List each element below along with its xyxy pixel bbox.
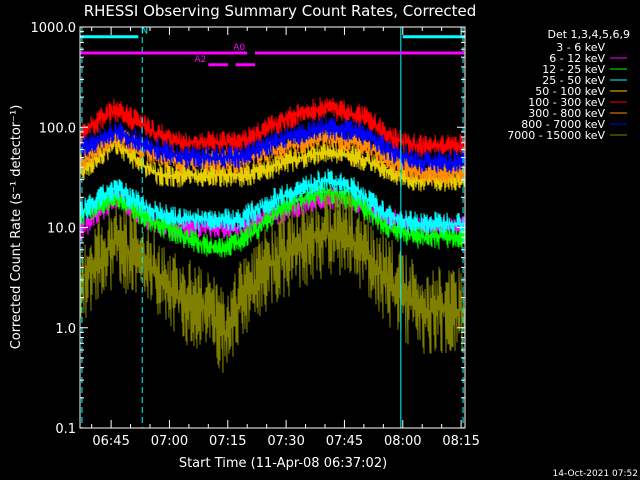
- annotation-label: N: [141, 27, 148, 37]
- chart-title: RHESSI Observing Summary Count Rates, Co…: [84, 2, 477, 20]
- legend-label: 7000 - 15000 keV: [507, 129, 605, 142]
- annotation-label: A2: [194, 55, 206, 65]
- y-tick-label: 1.0: [55, 322, 76, 337]
- x-tick-label: 08:00: [384, 434, 421, 449]
- x-tick-label: 07:15: [209, 434, 246, 449]
- annotation-label: A0: [233, 43, 245, 53]
- legend-label: 100 - 300 keV: [528, 96, 605, 109]
- legend-header: Det 1,3,4,5,6,9: [547, 28, 630, 41]
- legend-label: 50 - 100 keV: [535, 85, 605, 98]
- x-tick-label: 06:45: [92, 434, 129, 449]
- x-axis-label: Start Time (11-Apr-08 06:37:02): [179, 456, 387, 471]
- plot-frame: [79, 26, 466, 429]
- y-tick-label: 0.1: [55, 422, 76, 437]
- x-tick-label: 07:45: [326, 434, 363, 449]
- y-tick-label: 1000.0: [31, 21, 77, 36]
- x-tick-label: 07:30: [267, 434, 304, 449]
- timestamp: 14-Oct-2021 07:52: [553, 469, 638, 479]
- legend-label: 12 - 25 keV: [542, 63, 605, 76]
- legend-label: 6 - 12 keV: [549, 52, 605, 65]
- legend-label: 3 - 6 keV: [556, 41, 605, 54]
- legend-label: 300 - 800 keV: [528, 107, 605, 120]
- x-tick-label: 08:15: [442, 434, 479, 449]
- x-tick-label: 07:00: [151, 434, 188, 449]
- y-axis-label: Corrected Count Rate (s⁻¹ detector⁻¹): [9, 105, 24, 350]
- y-tick-label: 10.0: [47, 222, 76, 237]
- y-tick-label: 100.0: [39, 121, 76, 136]
- legend-label: 800 - 7000 keV: [521, 118, 605, 131]
- legend-label: 25 - 50 keV: [542, 74, 605, 87]
